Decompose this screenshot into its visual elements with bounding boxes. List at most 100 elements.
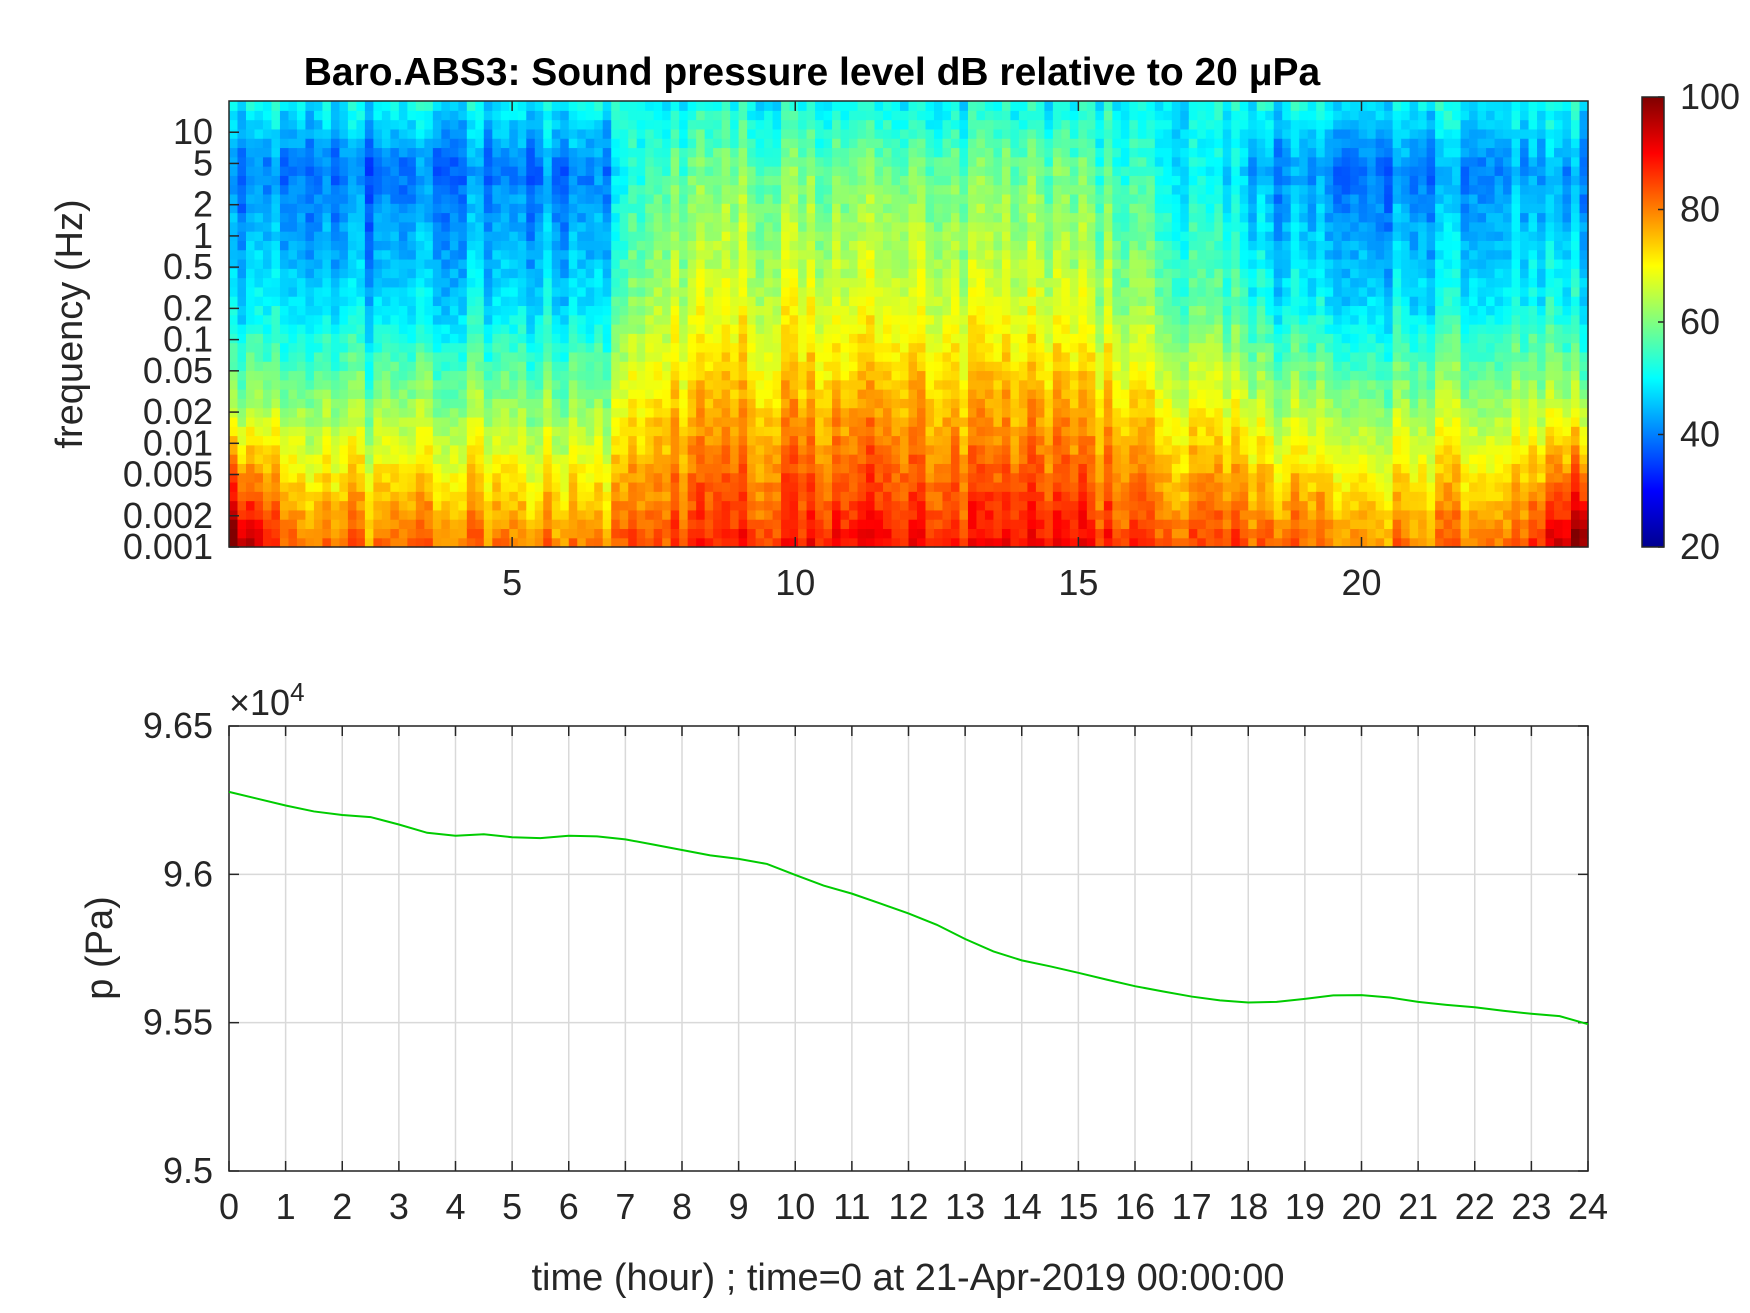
heatmap-cell xyxy=(449,342,459,353)
heatmap-cell xyxy=(866,268,876,279)
heatmap-cell xyxy=(415,240,425,251)
heatmap-cell xyxy=(653,370,663,381)
heatmap-cell xyxy=(517,193,527,204)
heatmap-cell xyxy=(407,231,417,241)
heatmap-cell xyxy=(1018,435,1029,446)
heatmap-cell xyxy=(364,351,374,362)
heatmap-cell xyxy=(509,156,519,167)
heatmap-cell xyxy=(1078,101,1088,111)
heatmap-cell xyxy=(730,398,740,409)
heatmap-cell xyxy=(509,342,519,353)
heatmap-cell xyxy=(721,537,731,548)
heatmap-cell xyxy=(925,435,935,446)
heatmap-cell xyxy=(585,156,595,167)
heatmap-cell xyxy=(568,379,578,390)
heatmap-cell xyxy=(1052,231,1062,241)
heatmap-cell xyxy=(687,128,697,139)
heatmap-cell xyxy=(1103,240,1113,251)
heatmap-cell xyxy=(670,110,680,121)
heatmap-cell xyxy=(229,240,239,251)
heatmap-cell xyxy=(823,509,833,520)
heatmap-cell xyxy=(628,389,638,399)
heatmap-cell xyxy=(815,286,825,297)
heatmap-cell xyxy=(1027,231,1037,241)
heatmap-cell xyxy=(1001,240,1012,251)
heatmap-cell xyxy=(959,333,969,344)
heatmap-cell xyxy=(517,128,527,139)
heatmap-cell xyxy=(933,426,944,437)
heatmap-cell xyxy=(967,128,978,139)
heatmap-cell xyxy=(305,491,315,502)
heatmap-cell xyxy=(305,286,315,297)
heatmap-cell xyxy=(271,166,281,176)
heatmap-cell xyxy=(636,472,646,483)
heatmap-cell xyxy=(925,509,935,520)
heatmap-cell xyxy=(271,314,281,325)
heatmap-cell xyxy=(976,500,986,511)
heatmap-cell xyxy=(432,379,442,390)
heatmap-cell xyxy=(755,156,765,167)
heatmap-cell xyxy=(500,398,510,409)
heatmap-cell xyxy=(339,138,349,149)
heatmap-cell xyxy=(611,128,621,139)
heatmap-cell xyxy=(832,101,842,111)
heatmap-cell xyxy=(339,454,349,464)
heatmap-cell xyxy=(330,481,341,492)
heatmap-cell xyxy=(415,193,425,204)
heatmap-cell xyxy=(458,491,468,502)
heatmap-cell xyxy=(840,333,850,344)
heatmap-cell xyxy=(653,463,663,474)
heatmap-cell xyxy=(704,156,714,167)
heatmap-cell xyxy=(245,138,256,149)
heatmap-cell xyxy=(543,379,553,390)
heatmap-cell xyxy=(1035,258,1045,269)
heatmap-cell xyxy=(1086,138,1096,149)
heatmap-cell xyxy=(424,147,434,158)
heatmap-cell xyxy=(696,481,706,492)
heatmap-cell xyxy=(1035,416,1045,427)
heatmap-cell xyxy=(976,110,986,121)
heatmap-cell xyxy=(432,444,442,455)
heatmap-cell xyxy=(984,138,995,149)
heatmap-cell xyxy=(823,537,833,548)
heatmap-cell xyxy=(730,277,740,288)
heatmap-cell xyxy=(534,231,544,241)
heatmap-cell xyxy=(313,454,324,464)
heatmap-cell xyxy=(781,212,791,223)
heatmap-cell xyxy=(373,426,383,437)
heatmap-cell xyxy=(262,435,273,446)
heatmap-cell xyxy=(645,249,655,260)
heatmap-cell xyxy=(916,314,927,325)
heatmap-cell xyxy=(347,258,357,269)
heatmap-cell xyxy=(288,203,298,214)
heatmap-cell xyxy=(755,296,765,307)
heatmap-cell xyxy=(942,491,952,502)
heatmap-cell xyxy=(339,528,349,539)
heatmap-cell xyxy=(1086,472,1096,483)
heatmap-cell xyxy=(1103,305,1113,316)
heatmap-cell xyxy=(441,268,451,279)
heatmap-cell xyxy=(313,305,324,316)
heatmap-cell xyxy=(466,472,476,483)
heatmap-cell xyxy=(857,203,867,214)
heatmap-cell xyxy=(908,268,918,279)
heatmap-cell xyxy=(449,324,459,334)
heatmap-cell xyxy=(806,212,816,223)
heatmap-cell xyxy=(815,156,825,167)
heatmap-cell xyxy=(602,444,612,455)
heatmap-cell xyxy=(874,500,884,511)
heatmap-cell xyxy=(696,528,706,539)
heatmap-cell xyxy=(1069,398,1079,409)
heatmap-cell xyxy=(254,305,264,316)
heatmap-cell xyxy=(262,361,273,372)
heatmap-cell xyxy=(679,286,689,297)
heatmap-cell xyxy=(305,361,315,372)
heatmap-cell xyxy=(262,193,273,204)
heatmap-cell xyxy=(866,277,876,288)
heatmap-cell xyxy=(475,138,485,149)
heatmap-cell xyxy=(492,537,502,548)
heatmap-cell xyxy=(993,324,1003,334)
heatmap-cell xyxy=(483,231,493,241)
heatmap-cell xyxy=(347,528,357,539)
heatmap-cell xyxy=(551,519,561,530)
